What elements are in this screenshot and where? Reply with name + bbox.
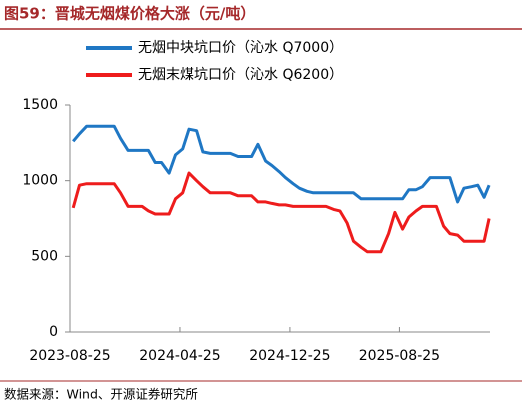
x-tick-label: 2024-04-25 [139, 348, 220, 364]
series-line [72, 124, 491, 204]
legend-label: 无烟中块坑口价（沁水 Q7000） [138, 40, 343, 56]
y-tick-label: 1000 [22, 173, 58, 189]
x-tick-label: 2025-08-25 [359, 348, 440, 364]
x-tick-label: 2024-12-25 [249, 348, 330, 364]
x-tick-label: 2023-08-25 [29, 348, 110, 364]
source: 数据来源：Wind、开源证券研究所 [4, 387, 198, 402]
chart-title: 图59：晋城无烟煤价格大涨（元/吨） [4, 5, 255, 23]
legend-label: 无烟末煤坑口价（沁水 Q6200） [138, 67, 343, 83]
y-tick-label: 1500 [22, 97, 58, 113]
series-line [71, 171, 491, 254]
y-tick-label: 0 [49, 324, 58, 340]
y-tick-label: 500 [31, 248, 58, 264]
